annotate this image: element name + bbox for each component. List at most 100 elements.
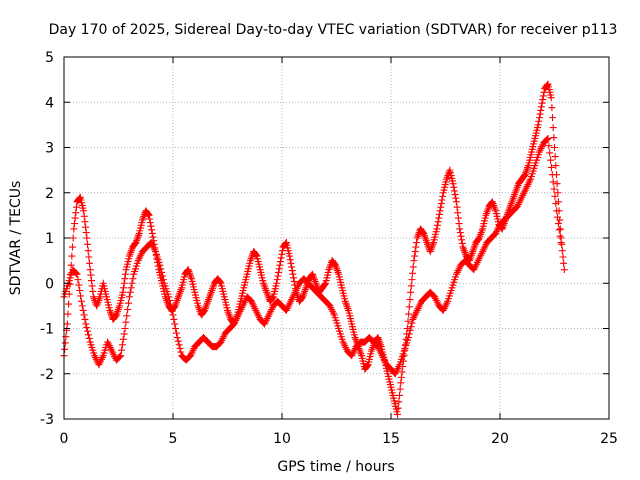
data-point xyxy=(553,207,561,215)
data-point xyxy=(86,266,94,274)
interpolated-point xyxy=(405,303,413,311)
interpolated-point xyxy=(411,248,419,256)
interpolated-point xyxy=(81,315,89,323)
data-point xyxy=(554,189,562,197)
interpolated-point xyxy=(407,323,415,331)
interpolated-point xyxy=(539,96,547,104)
interpolated-point xyxy=(120,284,128,292)
interpolated-point xyxy=(549,124,557,132)
interpolated-point xyxy=(437,203,445,211)
interpolated-point xyxy=(168,307,176,315)
interpolated-point xyxy=(559,253,567,261)
interpolated-point xyxy=(286,256,294,264)
interpolated-point xyxy=(166,296,174,304)
data-point xyxy=(436,207,444,215)
interpolated-point xyxy=(454,214,462,222)
interpolated-point xyxy=(78,302,86,310)
interpolated-point xyxy=(274,272,282,280)
x-tick-label: 5 xyxy=(169,431,178,447)
interpolated-point xyxy=(290,274,298,282)
data-point xyxy=(80,207,88,215)
x-axis-label: GPS time / hours xyxy=(277,459,394,475)
interpolated-point xyxy=(149,233,157,241)
interpolated-point xyxy=(396,385,404,393)
interpolated-point xyxy=(277,254,285,262)
data-point xyxy=(551,144,558,151)
interpolated-point xyxy=(89,287,97,295)
interpolated-point xyxy=(434,218,442,226)
interpolated-point xyxy=(535,117,543,125)
interpolated-point xyxy=(84,247,92,255)
interpolated-point xyxy=(435,210,443,218)
interpolated-point xyxy=(288,267,296,275)
data-point xyxy=(70,225,78,233)
data-point xyxy=(148,229,156,237)
interpolated-point xyxy=(556,225,564,233)
interpolated-point xyxy=(121,270,129,278)
interpolated-point xyxy=(411,252,419,260)
interpolated-point xyxy=(409,263,417,271)
interpolated-point xyxy=(84,327,92,335)
interpolated-point xyxy=(85,253,93,261)
interpolated-point xyxy=(144,210,152,218)
interpolated-point xyxy=(439,192,447,200)
interpolated-point xyxy=(70,220,78,228)
data-point xyxy=(548,171,556,179)
data-point xyxy=(456,225,464,233)
interpolated-point xyxy=(407,282,415,290)
interpolated-point xyxy=(68,252,76,260)
interpolated-point xyxy=(455,220,463,228)
interpolated-point xyxy=(535,114,543,122)
interpolated-point xyxy=(159,276,167,284)
interpolated-point xyxy=(116,353,124,361)
interpolated-point xyxy=(148,226,156,234)
gridlines xyxy=(64,57,609,419)
interpolated-point xyxy=(450,187,458,195)
interpolated-point xyxy=(72,209,80,217)
interpolated-point xyxy=(437,200,445,208)
interpolated-point xyxy=(176,344,184,352)
interpolated-point xyxy=(76,286,84,294)
interpolated-point xyxy=(551,153,559,161)
y-tick-label: 2 xyxy=(45,186,54,202)
interpolated-point xyxy=(80,311,88,319)
data-point xyxy=(82,320,90,328)
interpolated-point xyxy=(72,203,80,211)
interpolated-point xyxy=(61,345,69,353)
interpolated-point xyxy=(558,240,566,248)
interpolated-point xyxy=(537,106,545,114)
interpolated-point xyxy=(82,223,90,231)
y-tick-label: 1 xyxy=(45,231,54,247)
y-tick-label: 3 xyxy=(45,141,54,157)
interpolated-point xyxy=(80,212,88,220)
interpolated-point xyxy=(396,391,404,399)
interpolated-point xyxy=(553,180,561,188)
interpolated-point xyxy=(166,300,174,308)
interpolated-point xyxy=(84,240,92,248)
interpolated-point xyxy=(172,325,180,332)
interpolated-point xyxy=(549,114,557,122)
data-point xyxy=(537,103,545,111)
y-tick-label: 0 xyxy=(45,276,54,292)
data-point xyxy=(63,320,71,328)
interpolated-point xyxy=(158,268,166,276)
interpolated-point xyxy=(552,162,560,170)
y-tick-label: 5 xyxy=(45,50,54,66)
interpolated-point xyxy=(560,259,568,267)
interpolated-point xyxy=(397,373,405,381)
interpolated-point xyxy=(456,229,464,237)
data-point xyxy=(557,239,565,247)
interpolated-point xyxy=(435,214,443,222)
data-point xyxy=(394,410,402,418)
interpolated-point xyxy=(453,203,461,211)
y-tick-label: 4 xyxy=(45,95,54,111)
interpolated-point xyxy=(404,317,412,325)
data-point xyxy=(452,198,460,206)
interpolated-point xyxy=(146,219,154,227)
data-point xyxy=(125,293,133,301)
interpolated-point xyxy=(290,277,298,285)
interpolated-point xyxy=(129,275,137,283)
data-point xyxy=(547,94,555,102)
x-tick-label: 10 xyxy=(273,431,291,447)
y-tick-label: -3 xyxy=(40,412,54,428)
